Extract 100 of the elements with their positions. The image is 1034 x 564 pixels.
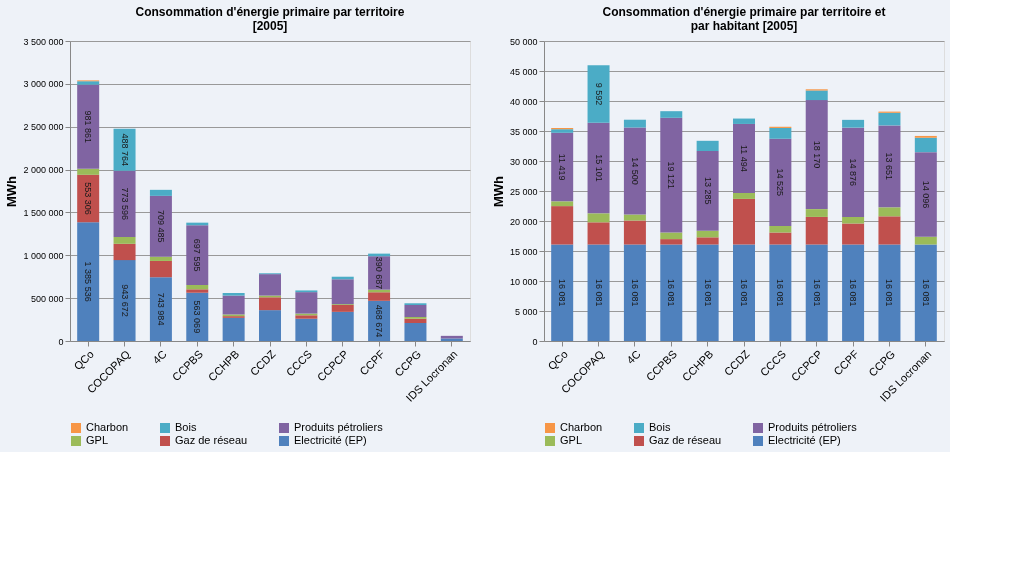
legend-label: GPL: [560, 434, 583, 446]
bar: [914, 152, 937, 237]
data-label: 16 081: [557, 278, 568, 307]
y-tick-label: 0: [58, 336, 64, 347]
data-label: 16 081: [702, 278, 713, 307]
bar: [404, 305, 427, 317]
legend-label: Charbon: [86, 421, 129, 433]
y-tick-label: 500 000: [30, 293, 64, 304]
y-tick-label: 30 000: [509, 156, 538, 167]
bar: [149, 277, 172, 341]
bar: [660, 111, 683, 118]
y-tick-label: 15 000: [509, 246, 538, 257]
bar: [805, 90, 828, 101]
data-label: 16 081: [593, 278, 604, 307]
y-tick-label: 1 500 000: [23, 207, 64, 218]
legend-label: Produits pétroliers: [294, 421, 384, 433]
data-label: 16 081: [884, 278, 895, 307]
data-label: 743 984: [155, 292, 166, 326]
bar: [551, 132, 574, 202]
bar: [77, 168, 100, 175]
chart-title: Consommation d'énergie primaire par territoire et par habitant [2005]: [602, 5, 886, 33]
data-label: 981 861: [83, 110, 94, 144]
bar: [623, 119, 646, 128]
data-label: 16 081: [920, 278, 931, 307]
chart-title: Consommation d'énergie primaire par territoire [2005]: [135, 5, 405, 33]
data-label: 773 596: [119, 187, 130, 221]
y-axis-title: MWh: [4, 175, 20, 208]
bar: [587, 244, 610, 341]
y-tick-label: 20 000: [509, 216, 538, 227]
bar: [222, 317, 245, 341]
bar: [259, 310, 281, 341]
bar: [769, 225, 792, 233]
bar: [733, 192, 755, 199]
data-label: 13 651: [884, 152, 895, 181]
bar: [149, 189, 172, 196]
bar: [842, 119, 865, 128]
bar: [914, 137, 937, 153]
data-label: 16 081: [629, 278, 640, 307]
legend-label: Bois: [175, 421, 197, 433]
y-tick-label: 50 000: [509, 36, 538, 47]
x-tick-label: 4C: [150, 347, 169, 367]
bar: [696, 244, 719, 341]
bar: [805, 244, 828, 341]
bar: [842, 223, 865, 245]
bar: [733, 198, 755, 245]
bar: [805, 100, 828, 210]
bar: [149, 256, 172, 261]
bar: [623, 214, 646, 221]
legend-label: Bois: [649, 421, 671, 433]
bar: [77, 84, 100, 169]
data-label: 16 081: [811, 278, 822, 307]
y-tick-label: 10 000: [509, 276, 538, 287]
bar: [113, 260, 136, 341]
y-tick-label: 2 500 000: [23, 122, 64, 133]
bar: [769, 138, 792, 226]
y-tick-label: 3 500 000: [23, 36, 64, 47]
data-label: 553 306: [83, 182, 94, 215]
bar: [186, 225, 209, 286]
y-tick-label: 5 000: [514, 306, 538, 317]
data-label: 709 485: [155, 209, 166, 243]
y-tick-label: 25 000: [509, 186, 538, 197]
data-label: 14 876: [848, 158, 859, 187]
y-tick-label: 1 000 000: [23, 250, 64, 261]
bar: [551, 244, 574, 341]
bar: [660, 232, 683, 240]
data-label: 16 081: [739, 278, 749, 307]
y-tick-label: 3 000 000: [23, 79, 64, 90]
bar: [295, 318, 318, 341]
bar: [587, 65, 610, 123]
bar: [696, 230, 719, 238]
legend-label: GPL: [86, 434, 109, 446]
bar: [878, 207, 901, 217]
data-label: 15 101: [593, 154, 604, 182]
data-label: 11 419: [557, 153, 568, 181]
bar: [368, 292, 391, 301]
legend-label: Charbon: [560, 421, 603, 433]
data-label: 19 121: [666, 161, 677, 189]
bar: [186, 289, 209, 293]
bar: [186, 285, 209, 290]
y-tick-label: 40 000: [509, 96, 538, 107]
y-axis-title: MWh: [490, 175, 506, 208]
x-tick-label: 4C: [624, 347, 643, 367]
bar: [259, 274, 281, 296]
bar: [696, 237, 719, 245]
bar: [696, 140, 719, 151]
bar: [404, 323, 427, 341]
y-tick-label: 2 000 000: [23, 165, 64, 176]
bar: [587, 122, 610, 214]
bar: [660, 239, 683, 245]
y-tick-label: 35 000: [509, 126, 538, 137]
bar: [331, 311, 354, 341]
bar: [331, 279, 354, 305]
bar: [878, 112, 901, 126]
bar: [914, 236, 937, 245]
data-label: 9 592: [593, 82, 604, 106]
data-label: 13 285: [702, 177, 713, 205]
legend-label: Gaz de réseau: [649, 434, 722, 446]
legend-label: Electricité (EP): [294, 434, 367, 446]
bar: [587, 213, 610, 223]
bar: [551, 206, 574, 245]
